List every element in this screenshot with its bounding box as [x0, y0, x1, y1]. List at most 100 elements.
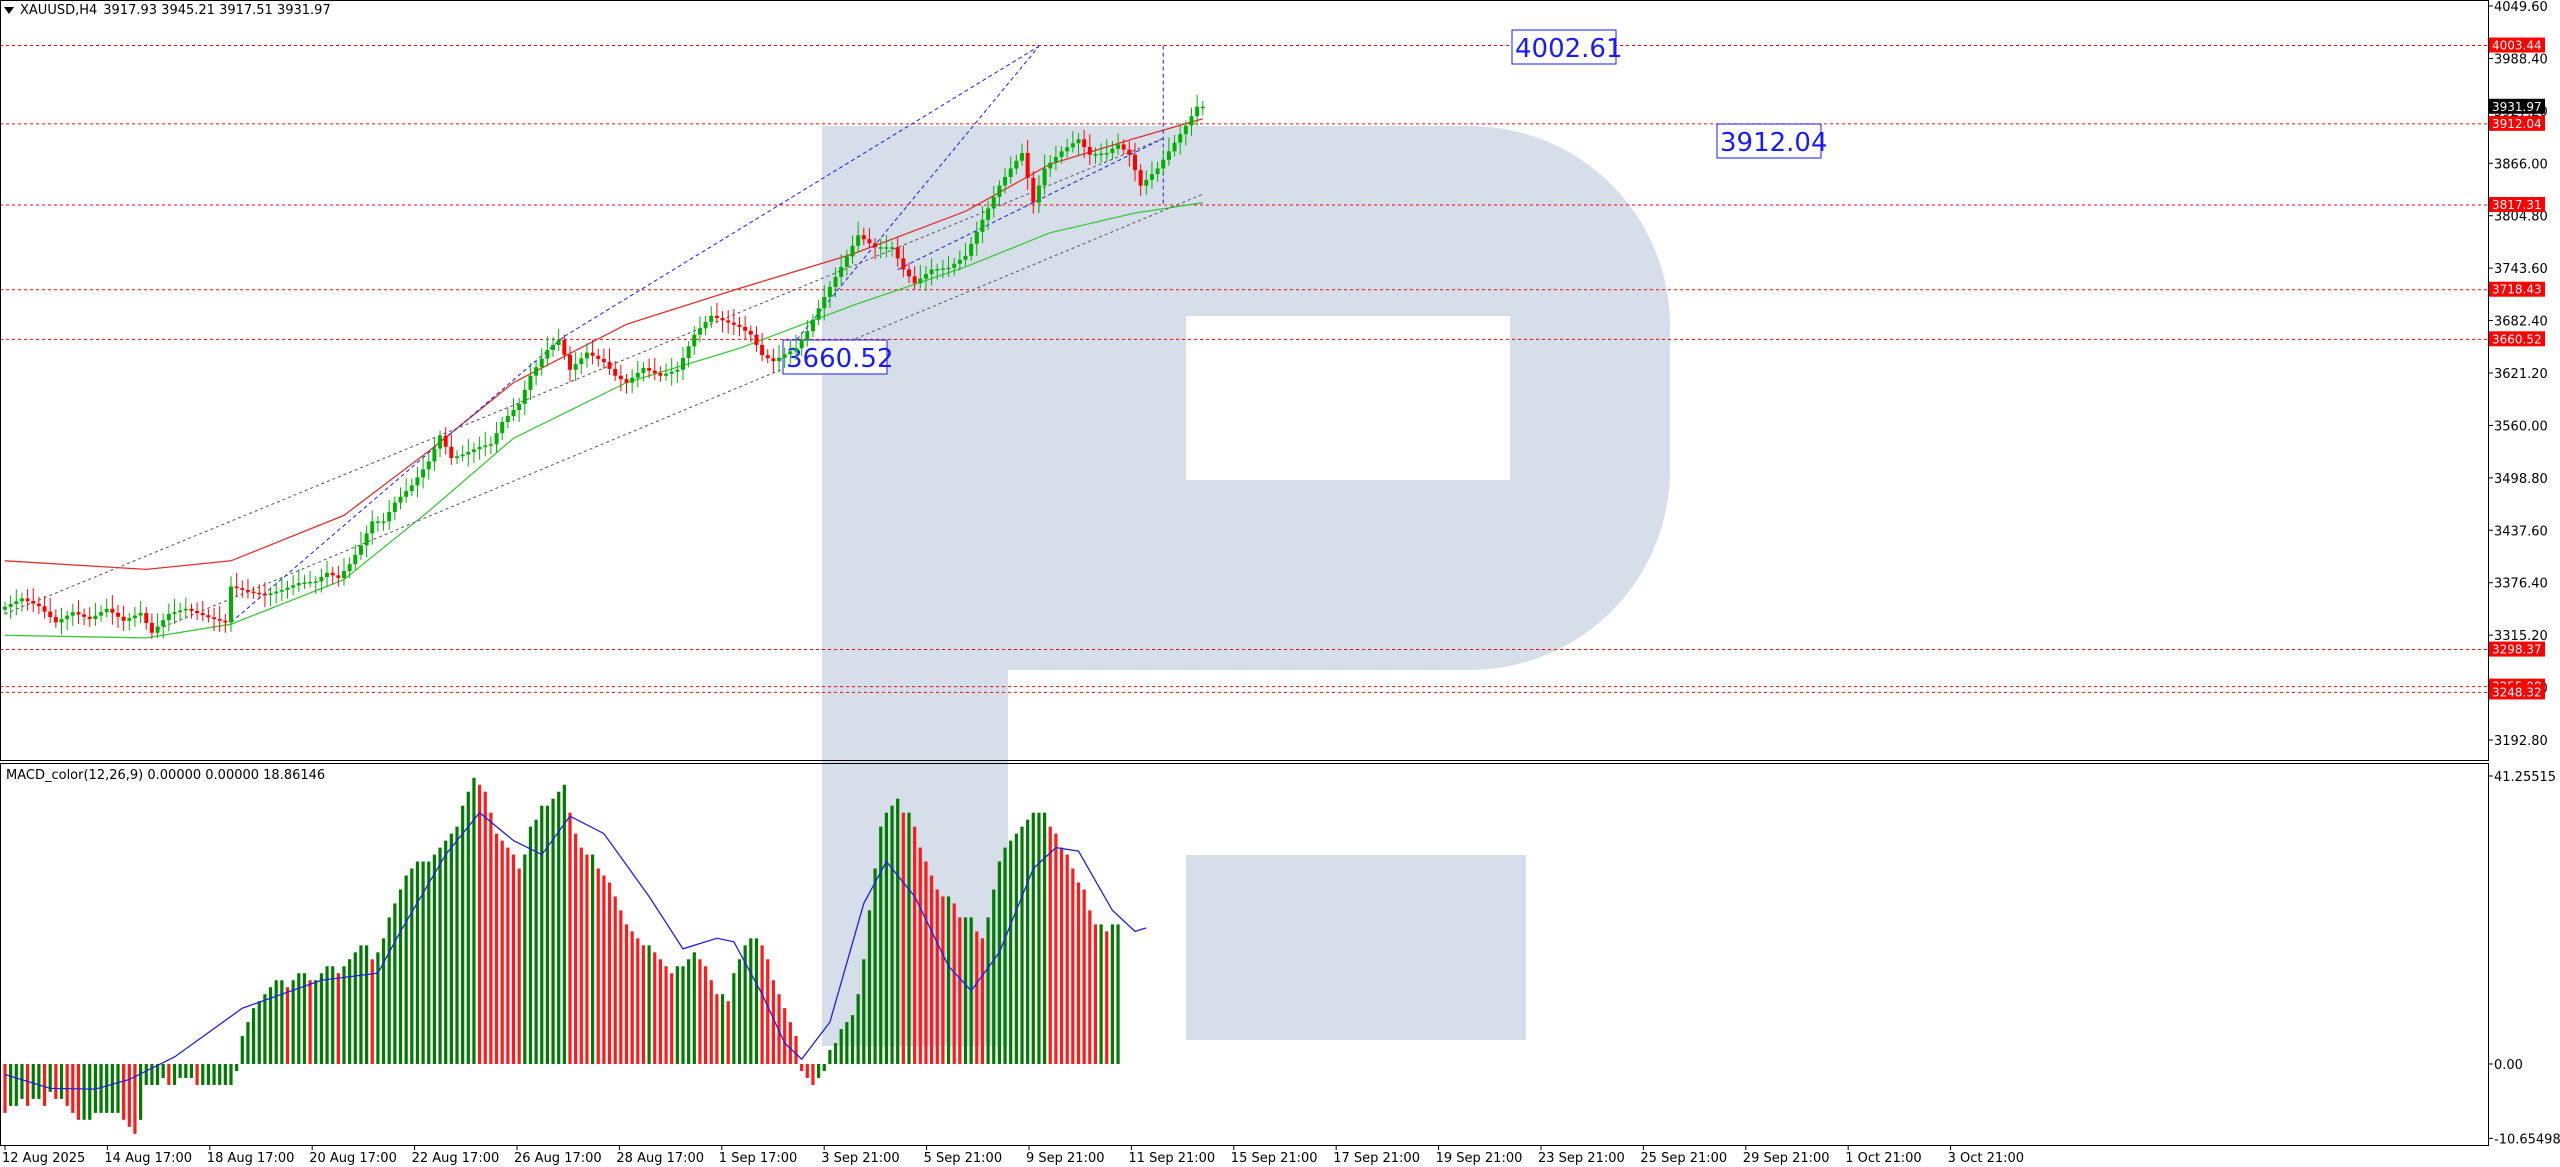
macd-bar — [500, 840, 504, 1064]
macd-bar — [54, 1064, 58, 1099]
y-tick-label: 3682.40 — [2494, 315, 2548, 330]
candle-body — [76, 612, 81, 615]
candle-body — [116, 612, 120, 617]
macd-bar — [14, 1064, 18, 1106]
y-tick-label: 3192.80 — [2494, 734, 2548, 749]
channel-line — [4, 137, 1164, 615]
macd-bar — [26, 1064, 30, 1106]
candle-body — [1059, 151, 1064, 158]
macd-bar — [1043, 812, 1047, 1064]
x-tick-label: 11 Sep 21:00 — [1128, 1151, 1215, 1166]
macd-bar — [105, 1064, 109, 1113]
candlesticks — [3, 94, 1205, 639]
candle-body — [308, 581, 313, 584]
macd-bar — [749, 938, 753, 1064]
candle-body — [703, 322, 708, 329]
macd-bar — [715, 994, 719, 1064]
candle-body — [1138, 170, 1143, 186]
macd-bar — [82, 1064, 86, 1120]
current-price-label: 3931.97 — [2492, 100, 2542, 114]
macd-bar — [325, 966, 329, 1064]
macd-bar — [449, 833, 453, 1064]
candle-body — [675, 369, 680, 372]
candle-body — [534, 367, 539, 376]
y-tick-label: 3498.80 — [2494, 472, 2548, 487]
macd-bar — [636, 938, 640, 1064]
macd-bar — [997, 861, 1001, 1064]
macd-bar — [478, 784, 482, 1064]
level-tag — [2489, 196, 2545, 212]
candle-body — [918, 278, 923, 284]
x-tick-label: 22 Aug 17:00 — [412, 1151, 500, 1166]
macd-bar — [387, 917, 391, 1064]
candle-body — [1172, 142, 1177, 152]
candle-body — [878, 247, 883, 249]
x-tick-label: 23 Sep 21:00 — [1538, 1151, 1625, 1166]
y-tick-label: 3743.60 — [2494, 262, 2548, 277]
candle-body — [1155, 168, 1160, 175]
macd-bar — [421, 861, 425, 1064]
candle-body — [517, 404, 522, 411]
macd-bar — [393, 903, 397, 1064]
candle-body — [443, 435, 448, 447]
macd-bar — [743, 945, 747, 1064]
candle-body — [816, 308, 821, 320]
candle-body — [353, 554, 358, 565]
x-tick-label: 15 Sep 21:00 — [1231, 1151, 1318, 1166]
macd-bar — [184, 1064, 188, 1078]
macd-bar — [737, 959, 742, 1064]
candle-body — [240, 588, 245, 590]
candle-body — [1020, 153, 1024, 161]
candle-body — [545, 350, 550, 359]
candle-body — [245, 589, 250, 592]
macd-bar — [155, 1064, 160, 1085]
macd-bar — [658, 959, 662, 1064]
candle-body — [466, 451, 471, 455]
candle-body — [692, 334, 697, 347]
candle-body — [890, 247, 895, 249]
candle-body — [590, 352, 595, 356]
symbol-menu-icon[interactable] — [4, 7, 14, 14]
macd-bar — [850, 1015, 855, 1064]
candle-body — [404, 491, 409, 497]
macd-bar — [365, 945, 369, 1064]
candle-body — [805, 331, 810, 340]
macd-bar — [398, 889, 403, 1064]
macd-bar — [235, 1064, 239, 1071]
macd-bar — [924, 861, 928, 1064]
x-tick-label: 18 Aug 17:00 — [207, 1151, 295, 1166]
macd-bar — [788, 1022, 792, 1064]
candle-body — [161, 620, 166, 627]
candle-body — [155, 626, 160, 633]
macd-bar — [195, 1064, 199, 1085]
macd-bar — [240, 1036, 244, 1064]
candle-body — [138, 613, 143, 616]
candle-body — [1082, 139, 1087, 148]
price-pane-border — [0, 0, 2489, 761]
candle-body — [477, 446, 482, 450]
macd-bar — [777, 994, 781, 1064]
candle-body — [647, 368, 652, 371]
candle-body — [737, 324, 742, 327]
macd-bar — [941, 896, 945, 1064]
symbol-label[interactable]: XAUUSD,H4 — [20, 3, 98, 18]
candle-body — [313, 581, 318, 583]
macd-bar — [986, 917, 990, 1064]
current-price-tag — [2489, 98, 2545, 114]
macd-bar — [404, 875, 408, 1064]
macd-bar — [455, 826, 459, 1064]
macd-bar — [427, 861, 431, 1064]
macd-bar — [110, 1064, 114, 1113]
macd-bar — [856, 994, 860, 1064]
candle-body — [664, 373, 669, 376]
macd-bar — [884, 812, 888, 1064]
macd-bar — [528, 826, 533, 1064]
candle-body — [1200, 106, 1205, 109]
macd-bar — [630, 931, 634, 1064]
candle-body — [149, 622, 154, 633]
candle-body — [229, 586, 233, 623]
macd-bar — [257, 1001, 261, 1064]
macd-bar — [726, 1001, 730, 1064]
candle-body — [19, 598, 24, 602]
macd-bar — [48, 1064, 52, 1092]
